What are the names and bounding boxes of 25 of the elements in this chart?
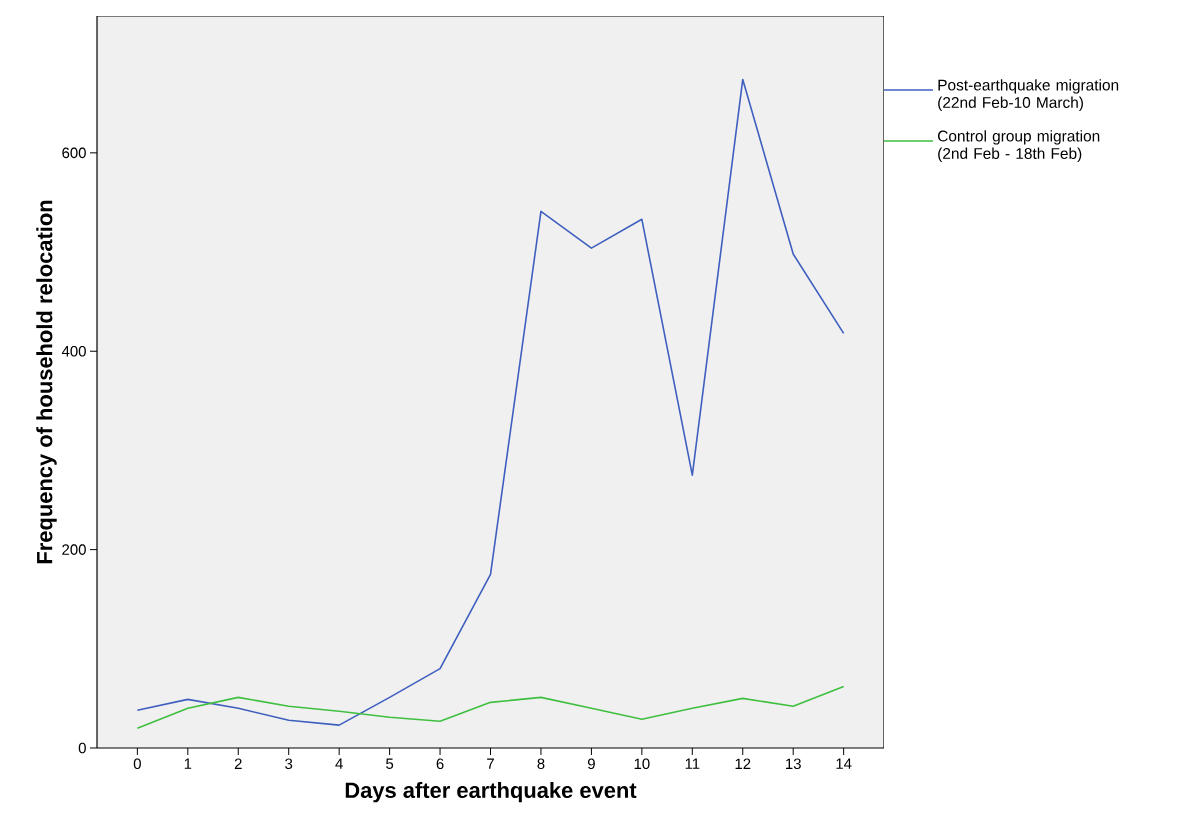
x-tick-label: 9 <box>587 758 595 770</box>
y-tick-label: 0 <box>78 742 86 754</box>
x-tick-label: 0 <box>133 758 141 770</box>
y-axis-title: Frequency of household relocation <box>36 200 57 564</box>
x-tick-label: 14 <box>836 758 852 769</box>
x-axis-title: Days after earthquake event <box>345 781 637 803</box>
x-tick-label: 7 <box>487 758 494 769</box>
legend-label: Control group migration (2nd Feb - 18th Feb) <box>937 130 1100 163</box>
x-tick-label: 1 <box>184 758 192 769</box>
x-tick-label: 6 <box>436 758 444 770</box>
x-tick-label: 8 <box>537 758 545 770</box>
line-series <box>136 78 845 726</box>
x-tick-label: 2 <box>234 758 242 769</box>
y-tick-label: 600 <box>62 147 86 159</box>
y-tick-label: 200 <box>62 544 86 555</box>
x-tick-label: 12 <box>735 758 751 769</box>
y-tick-label: 400 <box>61 345 86 357</box>
line-series <box>136 685 845 729</box>
x-tick-label: 5 <box>386 758 394 769</box>
x-tick-label: 4 <box>335 758 343 769</box>
x-tick-label: 11 <box>685 758 700 769</box>
x-tick-label: 10 <box>634 758 650 770</box>
x-tick-label: 13 <box>786 758 801 770</box>
legend-label: Post-earthquake migration (22nd Feb-10 March) <box>938 79 1119 112</box>
x-tick-label: 3 <box>285 758 293 770</box>
